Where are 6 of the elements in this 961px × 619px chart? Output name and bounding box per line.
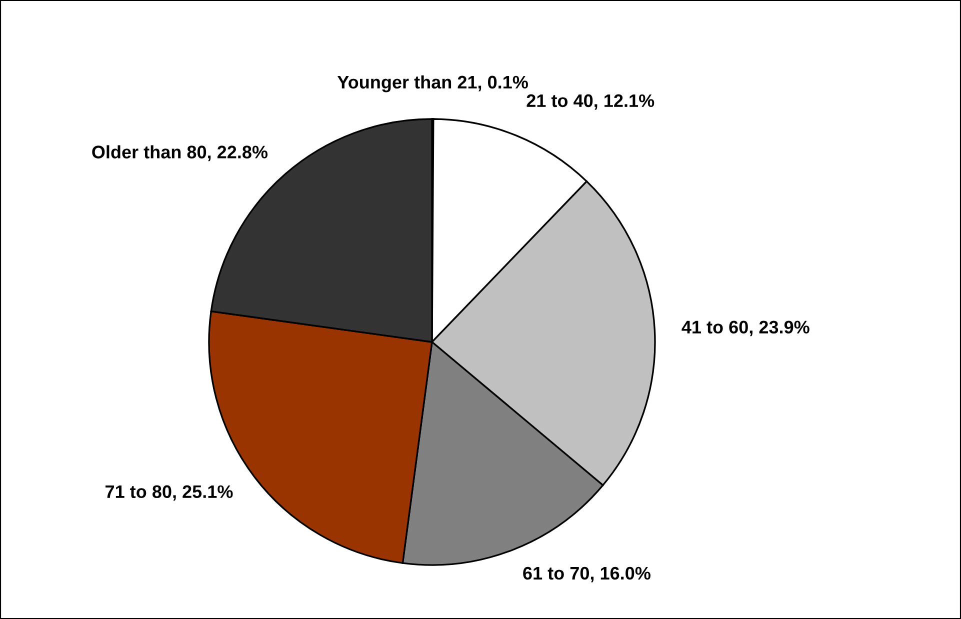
slice-label: 41 to 60, 23.9%	[682, 320, 810, 336]
slice-label: Older than 80, 22.8%	[92, 145, 268, 162]
slice-label: 21 to 40, 12.1%	[526, 94, 654, 110]
slice-label: 71 to 80, 25.1%	[106, 485, 233, 501]
slice-label: 61 to 70, 16.0%	[523, 566, 650, 582]
slice-label: Younger than 21, 0.1%	[337, 75, 528, 92]
